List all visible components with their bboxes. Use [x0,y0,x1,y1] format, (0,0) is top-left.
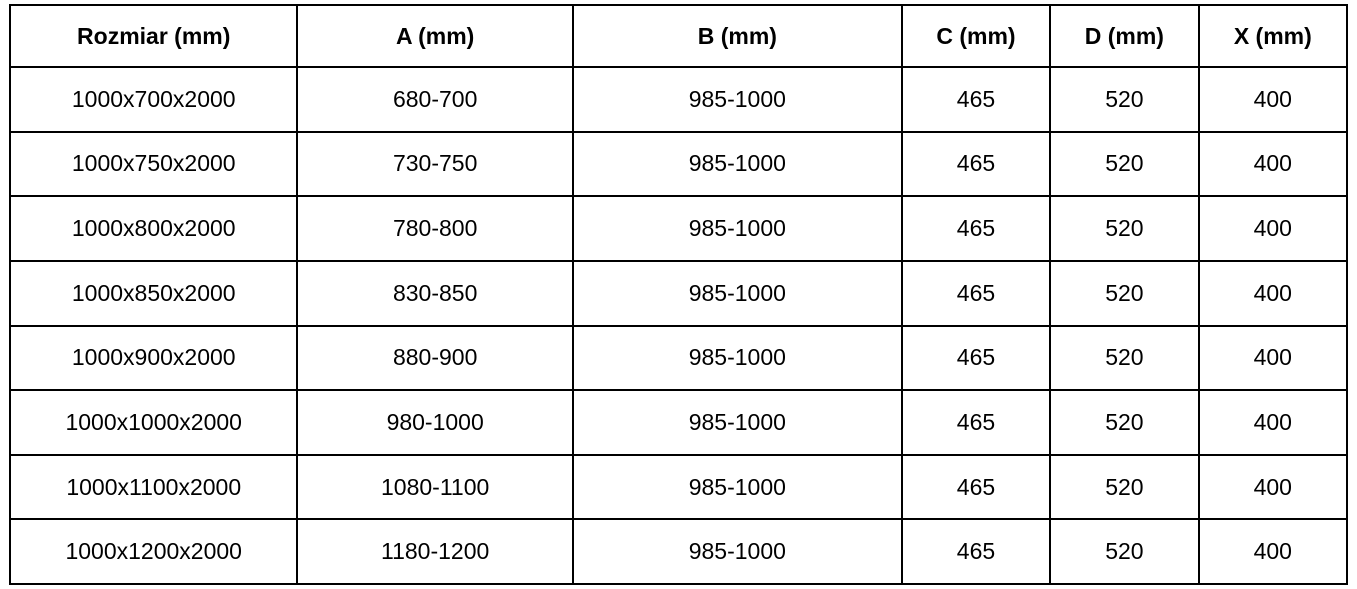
table-row: 1000x700x2000 680-700 985-1000 465 520 4… [8,66,1349,133]
table-row: 1000x850x2000 830-850 985-1000 465 520 4… [8,259,1349,327]
column-header-a: A (mm) [296,4,574,68]
column-header-rozmiar: Rozmiar (mm) [8,4,299,68]
cell-x: 400 [1197,195,1349,262]
header-row: Rozmiar (mm) A (mm) B (mm) C (mm) D (mm)… [8,4,1349,68]
cell-rozmiar: 1000x1100x2000 [8,453,299,521]
cell-rozmiar: 1000x850x2000 [8,259,299,327]
cell-c: 465 [900,453,1052,521]
cell-x: 400 [1197,324,1349,392]
cell-d: 520 [1049,130,1200,198]
cell-d: 520 [1049,259,1200,327]
cell-a: 680-700 [296,66,574,133]
cell-b: 985-1000 [571,389,903,456]
cell-a: 730-750 [296,130,574,198]
cell-x: 400 [1197,259,1349,327]
cell-b: 985-1000 [571,259,903,327]
cell-c: 465 [900,259,1052,327]
cell-x: 400 [1197,518,1349,585]
cell-x: 400 [1197,66,1349,133]
cell-b: 985-1000 [571,130,903,198]
column-header-d: D (mm) [1049,4,1200,68]
cell-d: 520 [1049,66,1200,133]
table-row: 1000x1200x2000 1180-1200 985-1000 465 52… [8,518,1349,585]
cell-b: 985-1000 [571,195,903,262]
cell-rozmiar: 1000x1200x2000 [8,518,299,585]
cell-rozmiar: 1000x800x2000 [8,195,299,262]
column-header-x: X (mm) [1197,4,1349,68]
cell-d: 520 [1049,518,1200,585]
cell-x: 400 [1197,453,1349,521]
cell-c: 465 [900,130,1052,198]
cell-x: 400 [1197,389,1349,456]
column-header-b: B (mm) [571,4,903,68]
cell-d: 520 [1049,453,1200,521]
cell-rozmiar: 1000x1000x2000 [8,389,299,456]
cell-c: 465 [900,66,1052,133]
cell-d: 520 [1049,389,1200,456]
column-header-c: C (mm) [900,4,1052,68]
cell-c: 465 [900,324,1052,392]
cell-d: 520 [1049,195,1200,262]
cell-x: 400 [1197,130,1349,198]
cell-c: 465 [900,195,1052,262]
cell-rozmiar: 1000x700x2000 [8,66,299,133]
cell-rozmiar: 1000x900x2000 [8,324,299,392]
cell-a: 1180-1200 [296,518,574,585]
table-row: 1000x1000x2000 980-1000 985-1000 465 520… [8,389,1349,456]
table-header: Rozmiar (mm) A (mm) B (mm) C (mm) D (mm)… [8,4,1349,68]
cell-c: 465 [900,389,1052,456]
cell-rozmiar: 1000x750x2000 [8,130,299,198]
cell-d: 520 [1049,324,1200,392]
table-body: 1000x700x2000 680-700 985-1000 465 520 4… [8,66,1349,585]
table-row: 1000x900x2000 880-900 985-1000 465 520 4… [8,324,1349,392]
cell-a: 980-1000 [296,389,574,456]
cell-a: 1080-1100 [296,453,574,521]
cell-a: 780-800 [296,195,574,262]
table-row: 1000x1100x2000 1080-1100 985-1000 465 52… [8,453,1349,521]
size-spec-table: Rozmiar (mm) A (mm) B (mm) C (mm) D (mm)… [8,4,1349,585]
cell-a: 830-850 [296,259,574,327]
cell-b: 985-1000 [571,518,903,585]
cell-b: 985-1000 [571,324,903,392]
table-row: 1000x800x2000 780-800 985-1000 465 520 4… [8,195,1349,262]
table-row: 1000x750x2000 730-750 985-1000 465 520 4… [8,130,1349,198]
cell-b: 985-1000 [571,66,903,133]
cell-b: 985-1000 [571,453,903,521]
cell-a: 880-900 [296,324,574,392]
cell-c: 465 [900,518,1052,585]
